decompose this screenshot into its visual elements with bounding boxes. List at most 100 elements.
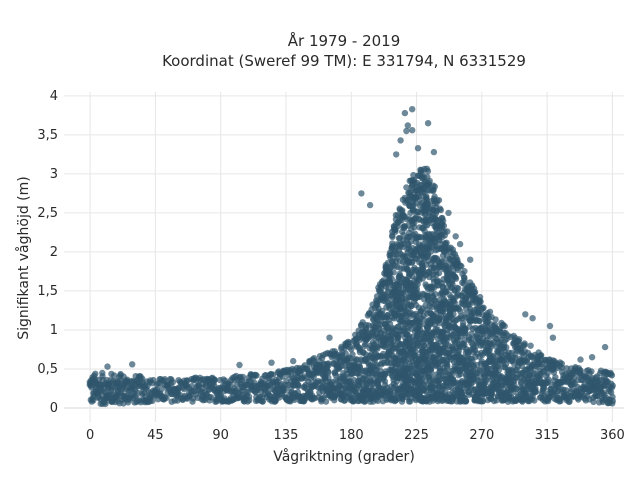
data-point bbox=[458, 262, 465, 270]
data-point bbox=[290, 357, 297, 365]
data-point bbox=[467, 256, 474, 263]
data-point bbox=[404, 122, 411, 129]
data-point bbox=[281, 386, 289, 394]
y-tick-label: 2 bbox=[50, 245, 58, 260]
y-tick-label: 0 bbox=[50, 401, 58, 416]
data-point bbox=[435, 197, 443, 204]
data-point bbox=[208, 394, 215, 401]
data-point bbox=[609, 397, 616, 405]
x-tick-label: 90 bbox=[212, 428, 229, 443]
data-point bbox=[432, 291, 439, 298]
data-point bbox=[431, 183, 438, 190]
data-point bbox=[444, 228, 451, 235]
data-point bbox=[236, 361, 243, 369]
y-tick-label: 0,5 bbox=[37, 362, 58, 377]
data-point bbox=[390, 269, 397, 276]
data-point bbox=[450, 311, 457, 318]
data-point bbox=[430, 148, 438, 156]
y-tick-label: 1 bbox=[50, 323, 58, 338]
data-point bbox=[436, 320, 443, 327]
data-point bbox=[407, 238, 415, 245]
data-point bbox=[90, 397, 97, 404]
x-tick-label: 360 bbox=[600, 428, 625, 443]
data-point bbox=[430, 331, 438, 339]
data-point bbox=[588, 368, 595, 375]
data-point bbox=[480, 304, 487, 311]
data-point bbox=[435, 269, 443, 277]
data-point bbox=[443, 239, 450, 246]
data-point bbox=[440, 222, 448, 229]
y-tick-label: 3,5 bbox=[37, 128, 58, 143]
data-point bbox=[455, 347, 462, 355]
data-point bbox=[425, 373, 432, 380]
data-point bbox=[516, 336, 523, 343]
data-point bbox=[552, 374, 559, 381]
data-point bbox=[513, 385, 520, 392]
data-point bbox=[161, 376, 168, 383]
data-point bbox=[149, 397, 156, 405]
y-tick-label: 4 bbox=[50, 89, 58, 104]
data-point bbox=[211, 376, 218, 384]
data-point bbox=[414, 145, 422, 152]
data-point bbox=[445, 209, 452, 217]
data-point bbox=[608, 384, 616, 391]
data-point bbox=[424, 252, 432, 259]
y-tick-labels: 0 0,5 1 1,5 2 2,5 3 3,5 4 bbox=[37, 89, 58, 416]
data-point bbox=[326, 334, 333, 341]
data-point bbox=[325, 374, 332, 381]
x-tick-label: 225 bbox=[404, 428, 429, 443]
data-point bbox=[588, 354, 596, 361]
data-point bbox=[475, 299, 483, 306]
data-point bbox=[259, 398, 266, 405]
data-point bbox=[529, 315, 536, 322]
data-point bbox=[403, 184, 410, 191]
y-axis-title: Signifikant våghöjd (m) bbox=[15, 176, 32, 339]
data-point bbox=[412, 348, 420, 356]
data-point bbox=[213, 398, 220, 405]
data-point bbox=[349, 351, 356, 358]
data-point bbox=[409, 127, 416, 134]
data-point bbox=[373, 361, 380, 368]
data-point bbox=[545, 376, 552, 383]
data-point bbox=[111, 372, 118, 379]
data-point bbox=[409, 106, 416, 113]
data-point bbox=[99, 369, 106, 377]
data-point bbox=[102, 400, 109, 408]
data-point bbox=[424, 168, 432, 175]
data-point bbox=[558, 360, 565, 367]
data-point bbox=[452, 233, 459, 240]
data-point bbox=[366, 201, 374, 209]
data-point bbox=[521, 340, 528, 347]
data-point bbox=[424, 120, 432, 127]
data-point bbox=[362, 397, 369, 405]
data-point bbox=[295, 383, 302, 390]
data-point bbox=[244, 398, 251, 405]
data-point bbox=[546, 322, 554, 330]
data-point bbox=[527, 342, 534, 349]
data-point bbox=[163, 394, 170, 402]
data-point bbox=[424, 325, 431, 332]
data-point bbox=[403, 127, 410, 135]
data-point bbox=[310, 355, 318, 362]
data-point bbox=[462, 398, 470, 405]
data-point bbox=[129, 361, 136, 368]
scatter-points bbox=[86, 106, 616, 408]
data-point bbox=[467, 335, 475, 343]
data-point bbox=[452, 274, 459, 281]
x-tick-label: 135 bbox=[274, 428, 299, 443]
data-point bbox=[322, 398, 330, 405]
data-point bbox=[577, 356, 584, 363]
data-point bbox=[495, 366, 503, 374]
data-point bbox=[492, 316, 499, 323]
data-point bbox=[421, 342, 428, 350]
data-point bbox=[150, 376, 157, 384]
data-point bbox=[522, 311, 529, 318]
data-point bbox=[92, 370, 99, 377]
data-point bbox=[325, 369, 332, 376]
data-point bbox=[393, 151, 400, 158]
data-point bbox=[401, 290, 408, 297]
data-point bbox=[601, 343, 609, 351]
x-axis-title: Vågriktning (grader) bbox=[273, 448, 415, 465]
data-point bbox=[253, 372, 260, 379]
data-point bbox=[361, 342, 368, 350]
